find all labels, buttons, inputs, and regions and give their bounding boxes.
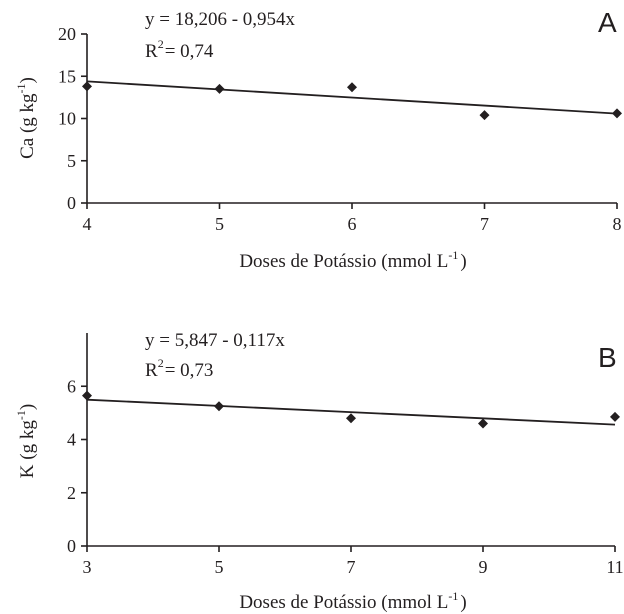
- y-tick-label: 0: [67, 536, 76, 556]
- chart-panel-a: y = 18,206 - 0,954x R2= 0,74 A 0 5 10 15 20 4…: [14, 7, 622, 272]
- data-point: [346, 413, 356, 424]
- equation-a: y = 18,206 - 0,954x: [145, 9, 296, 30]
- data-point: [214, 401, 224, 412]
- x-tick-label: 9: [479, 557, 488, 577]
- data-point: [82, 81, 92, 92]
- y-tick-label: 15: [58, 66, 76, 86]
- x-tick-label: 7: [347, 557, 356, 577]
- tick-labels-b: 0 2 4 6 3 5 7 9 11: [67, 376, 624, 577]
- y-tick-label: 6: [67, 376, 76, 396]
- x-axis-title-a: Doses de Potássio (mmol L-1): [239, 248, 466, 272]
- data-points-b: [82, 390, 620, 429]
- data-point: [479, 110, 490, 121]
- panel-label-a: A: [598, 7, 617, 38]
- x-tick-label: 11: [606, 557, 623, 577]
- y-tick-label: 5: [67, 151, 76, 171]
- x-tick-label: 6: [348, 214, 357, 234]
- y-axis-title-b: K (g kg-1): [14, 404, 38, 478]
- x-tick-label: 5: [215, 557, 224, 577]
- r-squared-b: R2= 0,73: [145, 356, 213, 381]
- data-point: [612, 108, 622, 119]
- data-point: [478, 418, 488, 429]
- data-points-a: [82, 81, 622, 121]
- chart-panel-b: y = 5,847 - 0,117x R2= 0,73 B 0 2 4 6 3 5 7 9 11…: [14, 330, 624, 613]
- x-tick-label: 4: [83, 214, 92, 234]
- y-axis-title-a: Ca (g kg-1): [14, 77, 38, 159]
- trendline-b: [86, 398, 616, 426]
- y-tick-label: 20: [58, 24, 76, 44]
- y-tick-label: 10: [58, 109, 76, 129]
- axes-b: [81, 333, 616, 552]
- axes-a: [81, 33, 618, 209]
- x-tick-label: 8: [613, 214, 622, 234]
- x-tick-label: 5: [215, 214, 224, 234]
- y-tick-label: 2: [67, 483, 76, 503]
- panel-label-b: B: [598, 342, 617, 373]
- x-tick-label: 7: [480, 214, 489, 234]
- data-point: [347, 82, 357, 93]
- data-point: [214, 83, 225, 94]
- data-point: [610, 411, 620, 422]
- tick-labels-a: 0 5 10 15 20 4 5 6 7 8: [58, 24, 622, 234]
- x-axis-title-b: Doses de Potássio (mmol L-1): [239, 589, 466, 613]
- x-tick-label: 3: [83, 557, 92, 577]
- data-point: [82, 390, 92, 401]
- r-squared-a: R2= 0,74: [145, 37, 214, 62]
- y-tick-label: 0: [67, 193, 76, 213]
- equation-b: y = 5,847 - 0,117x: [145, 330, 285, 351]
- trendline-a: [86, 80, 618, 115]
- y-tick-label: 4: [67, 430, 76, 450]
